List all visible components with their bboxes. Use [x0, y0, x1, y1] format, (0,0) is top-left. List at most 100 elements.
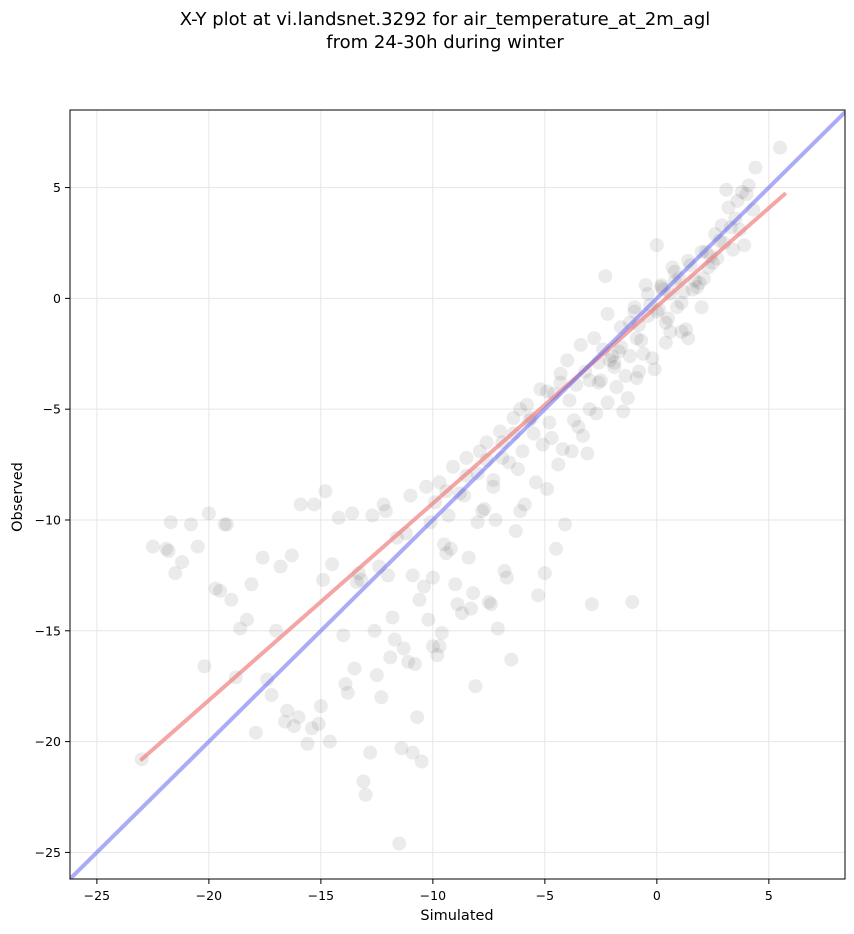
data-point-18 [286, 719, 301, 734]
data-point-116 [582, 402, 597, 417]
data-point-236 [622, 348, 637, 363]
data-point-19 [293, 497, 308, 512]
data-point-46 [472, 444, 487, 459]
data-point-107 [461, 550, 476, 565]
data-point-89 [159, 541, 174, 556]
data-point-113 [542, 415, 557, 430]
data-point-216 [432, 639, 447, 654]
data-point-58 [553, 366, 568, 381]
data-point-244 [631, 364, 646, 379]
data-point-34 [392, 836, 407, 851]
data-point-49 [493, 424, 508, 439]
data-point-65 [600, 306, 615, 321]
data-point-151 [692, 275, 707, 290]
data-point-191 [531, 588, 546, 603]
data-point-167 [535, 437, 550, 452]
y-tick-label-1: −20 [35, 734, 61, 749]
data-point-16 [273, 559, 288, 574]
data-point-83 [721, 200, 736, 215]
data-point-206 [638, 278, 653, 293]
data-point-169 [571, 419, 586, 434]
data-point-66 [607, 355, 622, 370]
data-point-104 [421, 612, 436, 627]
data-point-36 [405, 745, 420, 760]
data-point-171 [605, 348, 620, 363]
x-tick-label-5: 0 [653, 888, 661, 903]
data-point-96 [304, 721, 319, 736]
data-point-101 [383, 650, 398, 665]
data-point-130 [284, 548, 299, 563]
data-point-92 [233, 621, 248, 636]
data-point-60 [566, 413, 581, 428]
x-tick-label-6: 5 [765, 888, 773, 903]
data-point-29 [358, 787, 373, 802]
data-point-17 [280, 703, 295, 718]
data-point-147 [629, 331, 644, 346]
data-point-90 [190, 539, 205, 554]
data-point-154 [217, 517, 232, 532]
data-point-118 [609, 380, 624, 395]
data-point-22 [313, 699, 328, 714]
x-tick-label-0: −25 [84, 888, 110, 903]
data-point-243 [600, 395, 615, 410]
data-point-157 [354, 572, 369, 587]
data-point-110 [502, 455, 517, 470]
data-point-24 [325, 557, 340, 572]
data-point-26 [338, 676, 353, 691]
data-point-25 [331, 510, 346, 525]
data-point-44 [459, 450, 474, 465]
data-point-1 [145, 539, 160, 554]
data-point-64 [593, 373, 608, 388]
data-point-69 [627, 300, 642, 315]
data-point-133 [376, 497, 391, 512]
data-point-235 [582, 373, 597, 388]
data-point-211 [719, 182, 734, 197]
data-point-108 [475, 504, 490, 519]
data-point-238 [681, 331, 696, 346]
data-point-225 [737, 238, 752, 253]
data-point-76 [674, 295, 689, 310]
data-point-131 [316, 572, 331, 587]
data-points [134, 140, 788, 851]
data-point-40 [432, 475, 447, 490]
data-point-37 [412, 592, 427, 607]
data-point-120 [636, 346, 651, 361]
data-point-72 [647, 362, 662, 377]
data-point-205 [616, 404, 631, 419]
data-point-208 [665, 260, 680, 275]
fit-line [139, 192, 787, 762]
data-point-203 [575, 428, 590, 443]
data-point-161 [437, 537, 452, 552]
data-point-200 [508, 524, 523, 539]
x-tick-label-3: −10 [420, 888, 446, 903]
data-point-111 [515, 444, 530, 459]
data-point-185 [430, 648, 445, 663]
data-point-217 [468, 679, 483, 694]
data-point-187 [347, 661, 362, 676]
data-point-38 [419, 479, 434, 494]
chart-title-line-2: from 24-30h during winter [326, 32, 564, 53]
plot-frame [69, 109, 846, 880]
chart-title-line-1: X-Y plot at vi.landsnet.3292 for air_tem… [180, 9, 711, 30]
data-point-55 [533, 382, 548, 397]
data-point-247 [540, 384, 555, 399]
data-point-197 [443, 541, 458, 556]
data-point-160 [416, 579, 431, 594]
data-point-136 [441, 508, 456, 523]
data-point-50 [499, 570, 514, 585]
data-point-97 [322, 734, 337, 749]
data-point-149 [658, 315, 673, 330]
data-point-189 [450, 597, 465, 612]
data-point-186 [387, 632, 402, 647]
data-point-184 [414, 754, 429, 769]
data-point-170 [589, 406, 604, 421]
data-point-209 [678, 322, 693, 337]
data-point-61 [573, 337, 588, 352]
data-point-124 [690, 280, 705, 295]
data-point-5 [174, 555, 189, 570]
data-point-88 [773, 140, 788, 155]
data-point-254 [486, 479, 501, 494]
data-point-20 [300, 736, 315, 751]
data-point-234 [694, 300, 709, 315]
data-point-182 [394, 741, 409, 756]
